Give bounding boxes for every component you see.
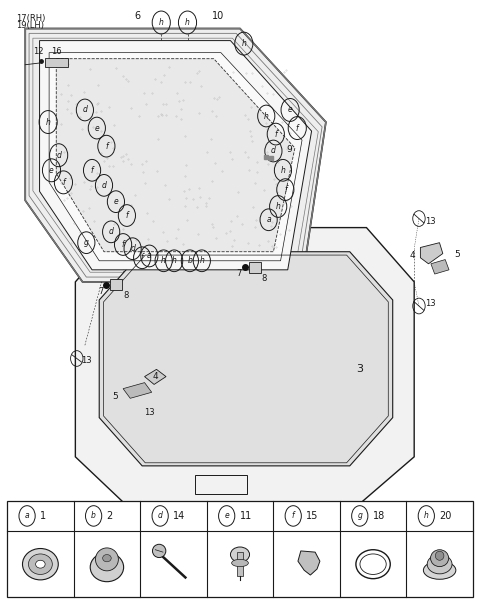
Bar <box>249 262 261 273</box>
Polygon shape <box>39 41 312 270</box>
Polygon shape <box>144 369 166 384</box>
Text: f: f <box>91 166 94 175</box>
Text: d: d <box>56 151 61 160</box>
Bar <box>45 58 68 67</box>
Text: 12: 12 <box>34 47 44 56</box>
Text: e: e <box>114 197 118 206</box>
Polygon shape <box>56 59 295 251</box>
Text: d: d <box>130 244 135 253</box>
Ellipse shape <box>153 544 166 558</box>
Text: h: h <box>161 256 166 265</box>
Text: 17(RH): 17(RH) <box>16 13 45 22</box>
Text: 19(LH): 19(LH) <box>16 21 44 30</box>
Ellipse shape <box>232 559 248 567</box>
Text: 4: 4 <box>410 251 416 261</box>
Text: a: a <box>266 215 271 224</box>
Text: f: f <box>296 124 299 133</box>
Text: g: g <box>357 511 362 521</box>
Ellipse shape <box>230 547 250 562</box>
Text: 15: 15 <box>306 511 319 521</box>
Text: 4: 4 <box>152 372 158 381</box>
Bar <box>7 501 473 598</box>
Polygon shape <box>123 382 152 398</box>
Text: 3: 3 <box>356 364 363 375</box>
Text: g: g <box>84 238 89 247</box>
Text: f: f <box>284 185 287 194</box>
Ellipse shape <box>23 548 58 580</box>
Text: 14: 14 <box>173 511 185 521</box>
Text: f: f <box>62 178 65 187</box>
Text: h: h <box>280 166 286 175</box>
Text: 13: 13 <box>426 217 436 226</box>
Polygon shape <box>75 228 414 502</box>
Text: 8: 8 <box>262 274 267 283</box>
Text: h: h <box>185 18 190 27</box>
Bar <box>195 475 247 494</box>
Text: h: h <box>46 118 50 127</box>
Text: d: d <box>83 105 87 115</box>
Ellipse shape <box>431 550 449 567</box>
Text: f: f <box>292 511 295 521</box>
Text: h: h <box>424 511 429 521</box>
Text: d: d <box>102 181 107 190</box>
Text: a: a <box>25 511 29 521</box>
Polygon shape <box>49 53 302 261</box>
Ellipse shape <box>28 554 52 574</box>
Text: 2: 2 <box>107 511 113 521</box>
Text: d: d <box>108 227 114 236</box>
Text: 7: 7 <box>237 268 242 278</box>
Text: f: f <box>105 142 108 151</box>
Text: 10: 10 <box>212 11 225 21</box>
Ellipse shape <box>427 554 452 574</box>
Polygon shape <box>99 251 393 466</box>
Text: 7: 7 <box>98 287 104 296</box>
Ellipse shape <box>435 551 444 561</box>
Ellipse shape <box>90 553 124 582</box>
Text: e: e <box>95 124 99 133</box>
Text: f: f <box>275 130 277 139</box>
Text: f: f <box>126 211 128 220</box>
Text: b: b <box>91 511 96 521</box>
Text: 8: 8 <box>123 291 129 300</box>
Text: b: b <box>188 256 192 265</box>
Polygon shape <box>420 242 443 264</box>
Text: 13: 13 <box>81 356 92 365</box>
Text: h: h <box>276 202 281 211</box>
Text: 20: 20 <box>439 511 452 521</box>
Text: 6: 6 <box>134 11 141 21</box>
Text: h: h <box>199 256 204 265</box>
Text: 5: 5 <box>112 392 118 401</box>
Text: 16: 16 <box>51 47 62 56</box>
Text: 9: 9 <box>287 145 292 154</box>
Text: 13: 13 <box>426 299 436 307</box>
Ellipse shape <box>103 554 111 562</box>
Ellipse shape <box>96 548 119 571</box>
Text: h: h <box>172 256 177 265</box>
Bar <box>237 552 243 576</box>
Text: e: e <box>224 511 229 521</box>
Text: f: f <box>122 240 124 249</box>
Text: 13: 13 <box>144 408 155 418</box>
Text: 11: 11 <box>240 511 252 521</box>
Text: 1: 1 <box>40 511 46 521</box>
Bar <box>110 279 122 290</box>
Text: 18: 18 <box>372 511 385 521</box>
Ellipse shape <box>423 561 456 579</box>
Text: h: h <box>264 112 269 121</box>
Polygon shape <box>298 551 320 575</box>
Ellipse shape <box>36 561 45 568</box>
Text: 5: 5 <box>455 250 460 259</box>
Text: h: h <box>241 39 246 48</box>
Text: d: d <box>271 147 276 156</box>
Text: f: f <box>141 253 144 262</box>
Text: e: e <box>49 166 54 175</box>
Text: e: e <box>288 105 292 115</box>
Text: d: d <box>158 511 163 521</box>
Text: h: h <box>159 18 164 27</box>
Text: a: a <box>147 251 152 261</box>
Polygon shape <box>25 28 326 282</box>
Polygon shape <box>431 259 449 274</box>
